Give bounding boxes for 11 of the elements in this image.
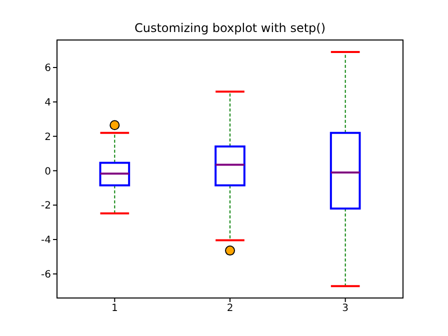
y-tick-label: -4 [41,235,51,246]
x-tick-label: 3 [342,303,349,314]
y-tick-label: 6 [44,63,51,74]
chart-title: Customizing boxplot with setp() [134,21,326,35]
y-tick-label: 0 [44,166,51,178]
x-tick-label: 1 [111,303,118,314]
x-tick-label: 2 [226,303,234,314]
y-tick-label: -6 [41,269,51,280]
y-tick-label: -2 [41,200,51,212]
y-tick-label: 2 [44,132,51,143]
y-tick-label: 4 [44,97,51,108]
